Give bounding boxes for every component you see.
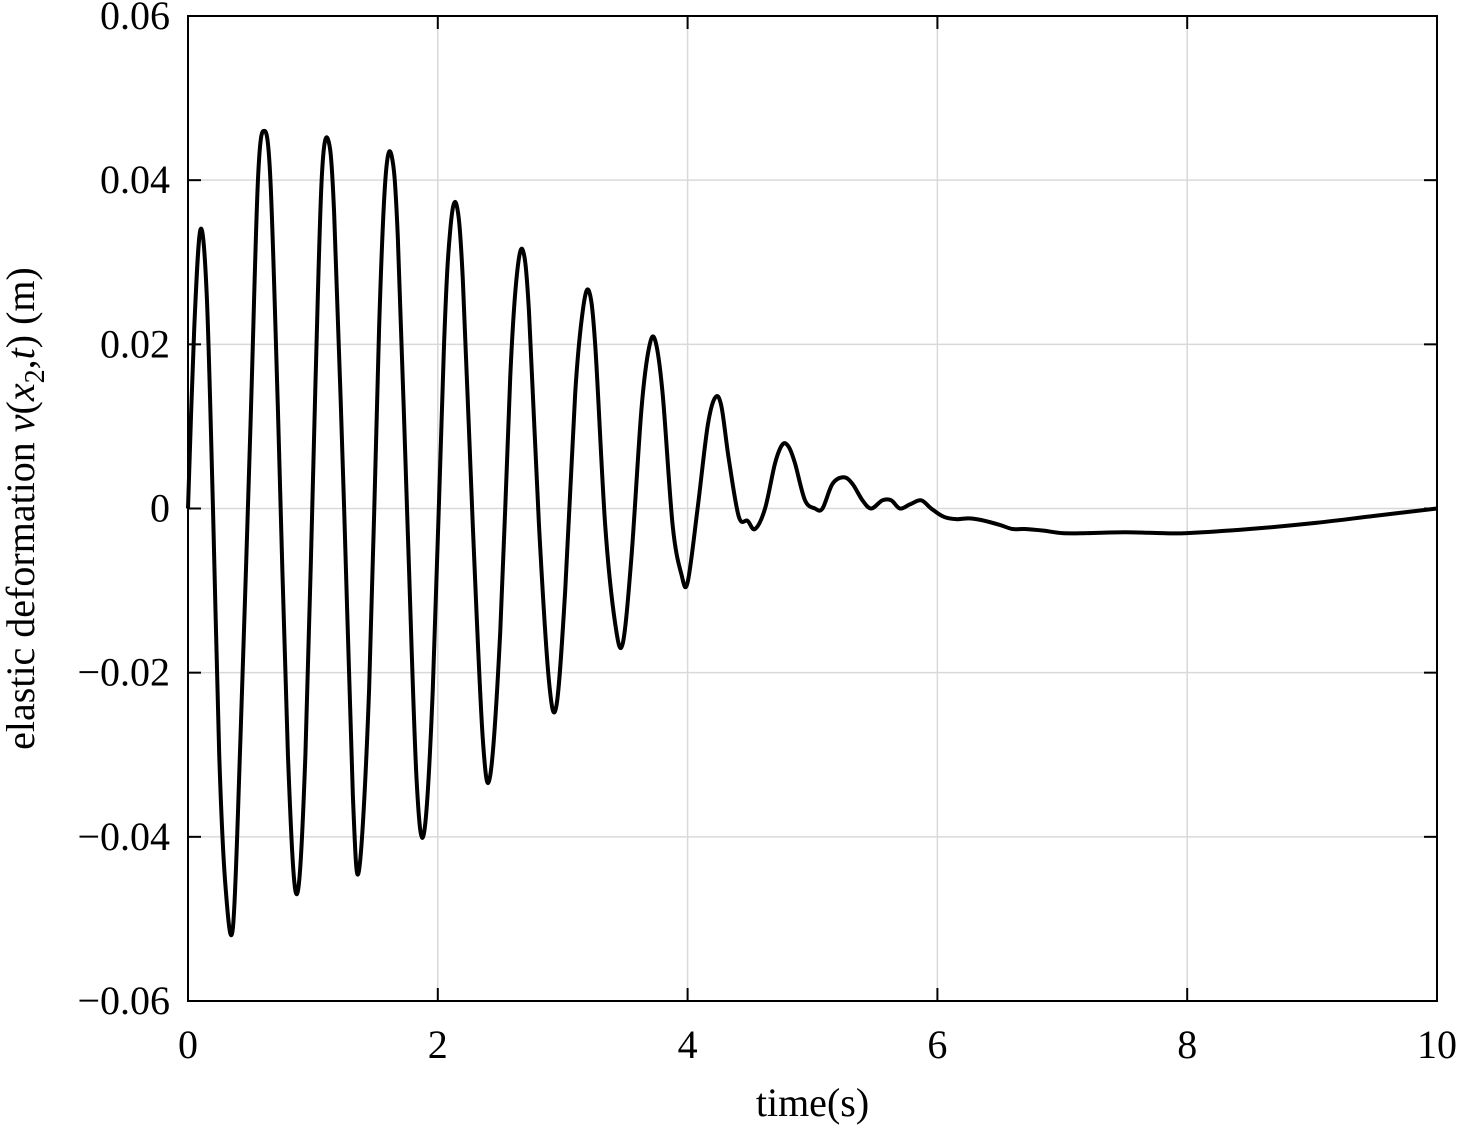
y-axis-label-open: (: [0, 401, 43, 414]
y-axis-label-sub: 2: [20, 369, 51, 383]
x-tick-label: 6: [927, 1022, 947, 1067]
y-tick-label: −0.02: [77, 650, 170, 695]
y-axis-label-t: t: [0, 347, 43, 359]
y-axis-label-close: ) (m): [0, 267, 43, 348]
plot-frame: [187, 15, 1438, 1002]
y-tick-label: 0.02: [100, 321, 170, 366]
tick-labels-layer: 0 2 4 6 8 10 −0.06 −0.04 −0.02 0 0.02 0.04 0.06: [77, 0, 1457, 1067]
y-tick-label: −0.04: [77, 814, 170, 859]
x-tick-label: 0: [178, 1022, 198, 1067]
y-tick-label: 0: [150, 486, 170, 531]
y-axis-label-prefix: elastic deformation: [0, 432, 43, 750]
x-tick-label: 8: [1177, 1022, 1197, 1067]
y-axis-label: elastic deformation ν(x2,t) (m): [0, 267, 51, 750]
y-tick-label: 0.04: [100, 157, 170, 202]
y-axis-label-x: x: [0, 383, 43, 402]
x-tick-label: 4: [678, 1022, 698, 1067]
series-layer: [186, 128, 1438, 938]
series-line: [186, 128, 1438, 938]
y-tick-label: 0.06: [100, 0, 170, 38]
y-tick-label: −0.06: [77, 978, 170, 1023]
y-axis-label-comma: ,: [0, 359, 43, 369]
x-axis-label: time(s): [756, 1080, 869, 1125]
x-tick-label: 10: [1417, 1022, 1457, 1067]
x-tick-label: 2: [428, 1022, 448, 1067]
y-axis-label-nu: ν: [0, 414, 43, 432]
